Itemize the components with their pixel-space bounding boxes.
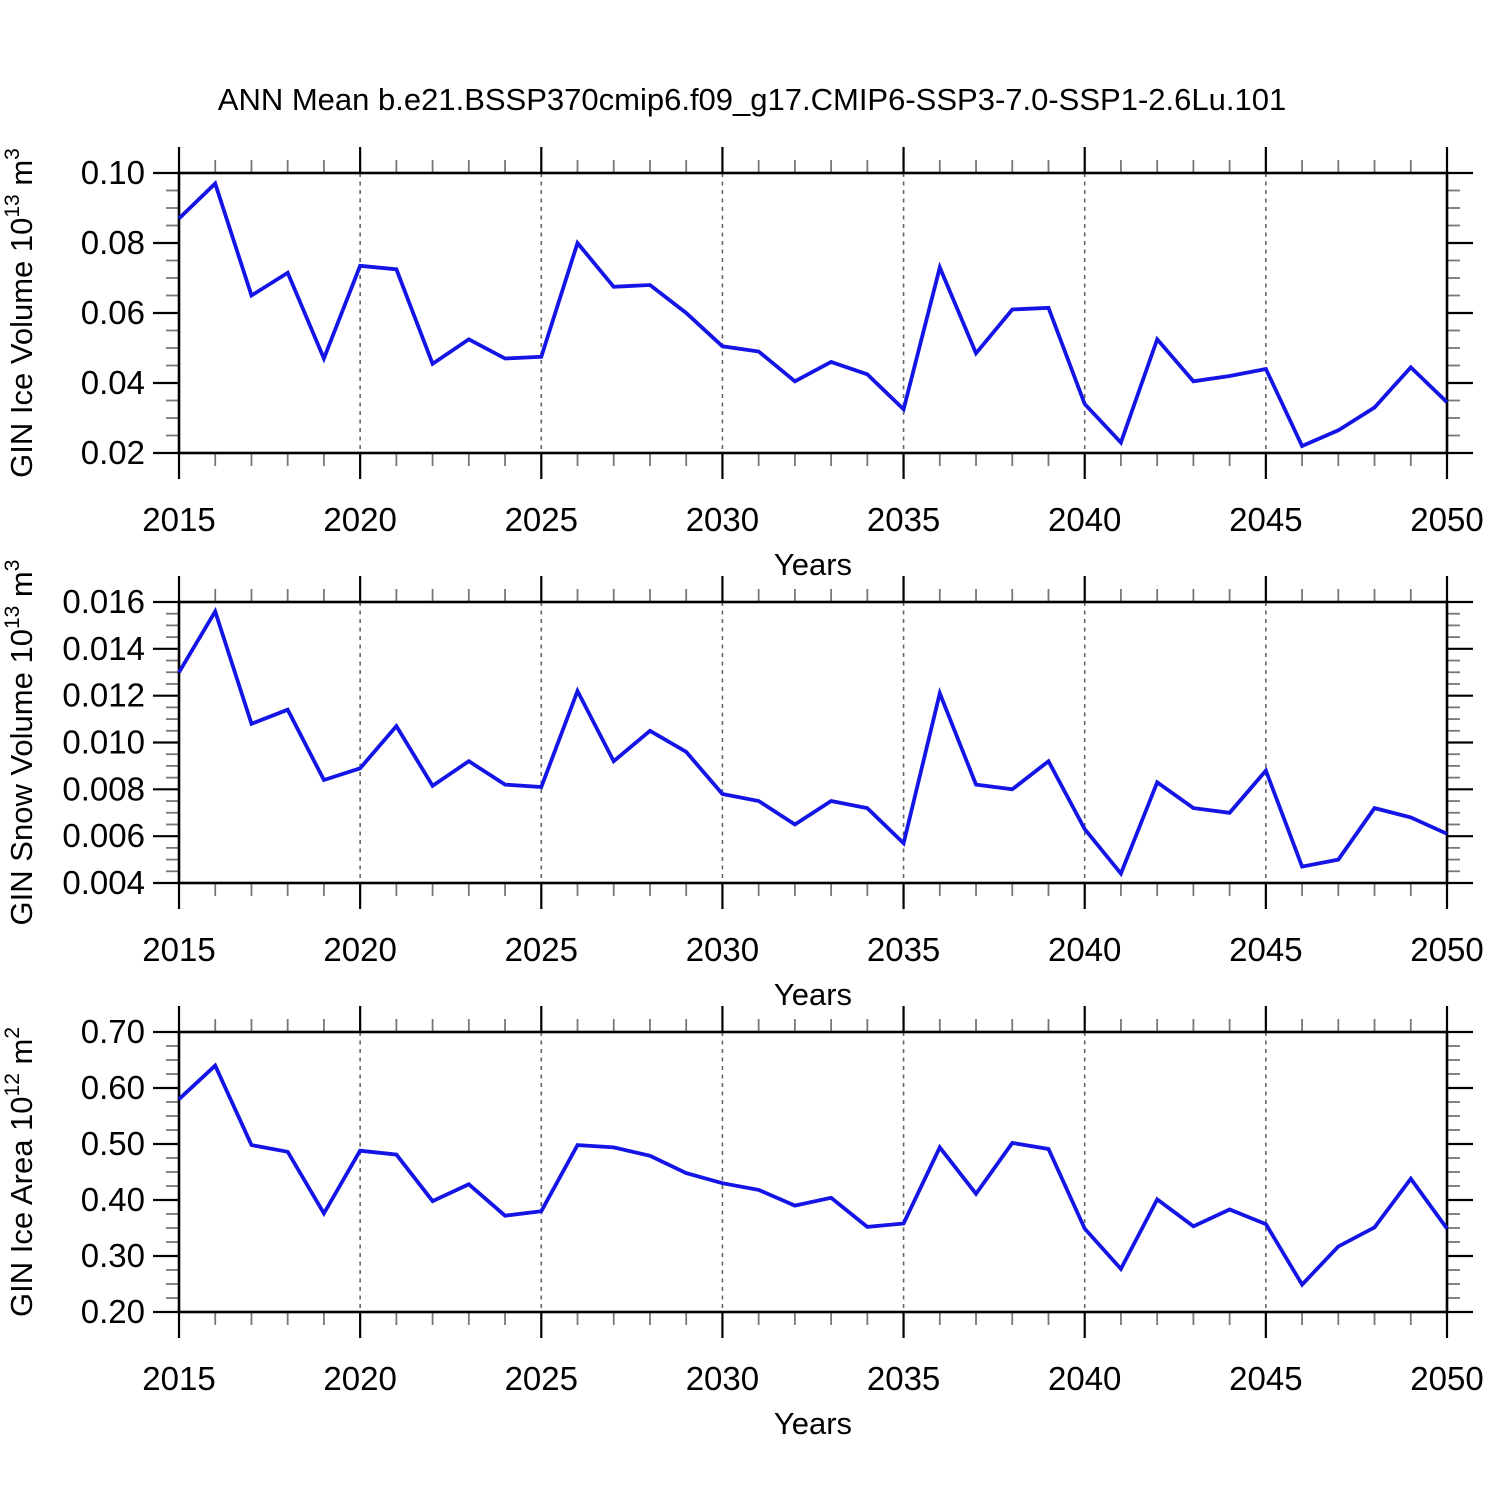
y-tick-label: 0.30	[81, 1237, 145, 1274]
x-tick-label: 2020	[323, 931, 396, 968]
y-tick-label: 0.004	[62, 864, 145, 901]
x-tick-label: 2050	[1410, 931, 1483, 968]
y-tick-label: 0.04	[81, 364, 145, 401]
x-tick-label: 2025	[505, 501, 578, 538]
y-tick-label: 0.20	[81, 1293, 145, 1330]
x-tick-label: 2020	[323, 1360, 396, 1397]
figure-title: ANN Mean b.e21.BSSP370cmip6.f09_g17.CMIP…	[217, 82, 1287, 117]
x-tick-label: 2050	[1410, 1360, 1483, 1397]
x-tick-label: 2035	[867, 931, 940, 968]
x-axis-title-ice-volume: Years	[773, 547, 853, 582]
gin-ice-volume-line	[177, 180, 1449, 449]
x-tick-label: 2030	[686, 931, 759, 968]
y-tick-label: 0.014	[62, 630, 145, 667]
x-tick-label: 2035	[867, 501, 940, 538]
y-tick-label: 0.08	[81, 224, 145, 261]
x-tick-label: 2015	[142, 501, 215, 538]
axis-ticks	[153, 147, 1473, 479]
plot-frame	[177, 600, 1449, 885]
panel-gin-ice-area: 0.20 0.30 0.40 0.50 0.60 0.70 2015 2020 2025 2030…	[1, 1006, 1484, 1397]
x-tick-label: 2045	[1229, 1360, 1302, 1397]
x-tick-label: 2040	[1048, 931, 1121, 968]
y-axis-title-gin-ice-volume: GIN Ice Volume 1013 m3	[1, 148, 39, 478]
x-tick-label: 2020	[323, 501, 396, 538]
x-axis-title-snow-volume: Years	[773, 977, 853, 1012]
panel-gin-snow-volume: 0.004 0.006 0.008 0.010 0.012 0.014 0.016 2015 2…	[1, 560, 1484, 968]
y-tick-label: 0.016	[62, 583, 145, 620]
x-tick-label: 2030	[686, 501, 759, 538]
tick-labels: 0.004 0.006 0.008 0.010 0.012 0.014 0.016 2015 2…	[62, 583, 1483, 968]
y-tick-label: 0.06	[81, 294, 145, 331]
y-axis-title-gin-ice-area: GIN Ice Area 1012 m2	[1, 1027, 39, 1317]
x-tick-label: 2025	[505, 1360, 578, 1397]
x-tick-label: 2015	[142, 1360, 215, 1397]
tick-labels: 0.20 0.30 0.40 0.50 0.60 0.70 2015 2020 2025 2030…	[81, 1013, 1484, 1397]
axis-ticks	[153, 576, 1473, 909]
y-tick-label: 0.02	[81, 434, 145, 471]
y-tick-label: 0.70	[81, 1013, 145, 1050]
y-tick-label: 0.40	[81, 1181, 145, 1218]
x-tick-label: 2040	[1048, 1360, 1121, 1397]
y-tick-label: 0.010	[62, 724, 145, 761]
x-tick-label: 2025	[505, 931, 578, 968]
plot-frame	[177, 171, 1449, 455]
x-tick-label: 2050	[1410, 501, 1483, 538]
y-tick-label: 0.50	[81, 1125, 145, 1162]
axis-ticks	[153, 1006, 1473, 1338]
panel-gin-ice-volume: 0.02 0.04 0.06 0.08 0.10 2015 2020 2025 2030 2035…	[1, 147, 1484, 538]
y-axis-title-gin-snow-volume: GIN Snow Volume 1013 m3	[1, 560, 39, 926]
y-tick-label: 0.006	[62, 817, 145, 854]
x-tick-label: 2015	[142, 931, 215, 968]
y-tick-label: 0.60	[81, 1069, 145, 1106]
plot-frame	[177, 1030, 1449, 1314]
tick-labels: 0.02 0.04 0.06 0.08 0.10 2015 2020 2025 2030 2035…	[81, 154, 1484, 538]
gridlines	[359, 602, 1267, 883]
x-tick-label: 2045	[1229, 501, 1302, 538]
x-axis-title-ice-area: Years	[773, 1406, 853, 1441]
gin-snow-volume-line	[177, 606, 1448, 878]
y-tick-label: 0.10	[81, 154, 145, 191]
gridlines	[359, 1032, 1267, 1312]
x-tick-label: 2045	[1229, 931, 1302, 968]
x-tick-label: 2030	[686, 1360, 759, 1397]
gin-ice-area-line	[177, 1062, 1449, 1288]
y-tick-label: 0.008	[62, 770, 145, 807]
y-tick-label: 0.012	[62, 677, 145, 714]
x-tick-label: 2035	[867, 1360, 940, 1397]
x-tick-label: 2040	[1048, 501, 1121, 538]
